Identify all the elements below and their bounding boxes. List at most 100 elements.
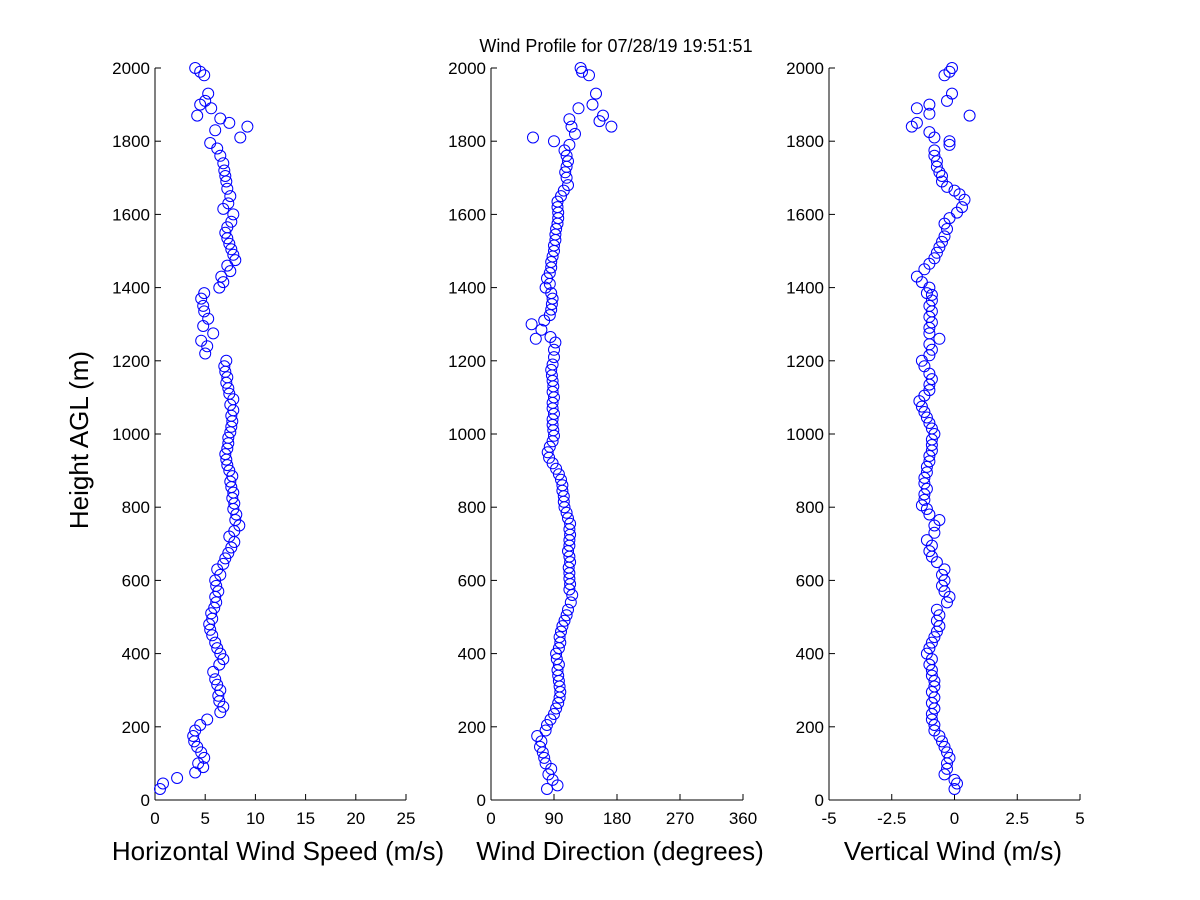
vertical-data-point <box>936 235 948 248</box>
vertical-data-point <box>925 422 938 435</box>
speed-data-point <box>225 215 238 228</box>
direction-y-tick-label: 800 <box>458 498 486 517</box>
vertical-y-tick-label: 1800 <box>786 132 824 151</box>
vertical-data-point <box>948 184 961 197</box>
speed-x-tick-label: 0 <box>150 809 159 828</box>
vertical-data-point <box>920 534 933 547</box>
speed-data-point <box>229 254 242 267</box>
vertical-data-point <box>928 719 941 731</box>
direction-data-point <box>572 102 585 115</box>
vertical-x-tick-label: 2.5 <box>1005 809 1029 828</box>
speed-data-point <box>187 730 200 742</box>
direction-data-point <box>534 740 546 753</box>
vertical-x-tick-label: 0 <box>950 809 959 828</box>
vertical-y-tick-label: 200 <box>796 718 824 737</box>
vertical-data-point <box>946 87 958 100</box>
direction-data-point <box>552 468 565 481</box>
direction-data-point <box>525 318 538 331</box>
speed-data-point <box>214 568 227 581</box>
speed-data-point <box>223 387 236 400</box>
speed-data-point <box>210 579 223 592</box>
direction-data-point <box>542 768 555 781</box>
vertical-data-point <box>923 450 936 462</box>
vertical-data-point <box>923 107 936 120</box>
direction-data-point <box>548 708 560 720</box>
speed-data-point <box>209 124 222 137</box>
vertical-y-tick-label: 600 <box>796 571 824 590</box>
vertical-data-point <box>928 428 941 440</box>
direction-data-point <box>564 517 577 530</box>
speed-data-point <box>206 629 219 642</box>
direction-data-point <box>548 343 560 356</box>
vertical-data-point <box>918 477 931 490</box>
speed-data-point <box>214 112 227 125</box>
vertical-data-point <box>930 160 943 173</box>
direction-x-tick-label: 180 <box>603 809 631 828</box>
direction-x-tick-label: 0 <box>486 809 495 828</box>
direction-data-point <box>551 201 564 214</box>
vertical-data-point <box>928 149 941 162</box>
direction-data-point <box>559 166 572 179</box>
direction-data-point <box>531 730 544 742</box>
vertical-y-tick-label: 1000 <box>786 425 824 444</box>
vertical-data-point <box>910 116 923 129</box>
direction-data-point <box>545 256 558 268</box>
vertical-data-point <box>948 773 961 786</box>
speed-data-point <box>224 190 237 203</box>
vertical-data-point <box>923 508 936 521</box>
vertical-data-point <box>946 62 958 74</box>
vertical-data-point <box>923 384 936 397</box>
vertical-data-point <box>941 746 953 759</box>
vertical-x-tick-label: 5 <box>1075 809 1084 828</box>
speed-data-point <box>217 557 230 570</box>
vertical-data-point <box>943 135 956 148</box>
vertical-data-point <box>938 230 951 243</box>
vertical-data-point <box>936 568 948 581</box>
direction-data-point <box>541 272 553 285</box>
direction-data-point <box>586 98 599 111</box>
direction-data-point <box>569 127 581 140</box>
speed-x-tick-label: 10 <box>246 809 265 828</box>
speed-data-point <box>214 647 227 660</box>
direction-data-point <box>543 440 556 453</box>
direction-data-point <box>562 179 574 192</box>
speed-data-point <box>171 772 184 784</box>
direction-data-point <box>535 323 548 336</box>
direction-data-point <box>541 783 553 795</box>
speed-data-point <box>195 334 208 347</box>
speed-data-point <box>226 470 239 483</box>
direction-data-point <box>563 113 576 126</box>
vertical-data-point <box>910 270 923 283</box>
vertical-data-point <box>923 98 936 111</box>
speed-data-point <box>221 371 234 384</box>
speed-data-point <box>225 243 238 256</box>
vertical-data-point <box>923 642 936 655</box>
speed-data-point <box>223 464 236 477</box>
speed-data-point <box>198 69 211 82</box>
vertical-data-point <box>963 109 976 122</box>
vertical-x-tick-label: -5 <box>821 809 836 828</box>
speed-y-tick-label: 200 <box>122 718 150 737</box>
vertical-data-point <box>936 175 948 188</box>
direction-data-point <box>562 155 574 168</box>
direction-data-point <box>553 631 566 644</box>
direction-data-point <box>562 512 574 525</box>
vertical-data-point <box>930 246 943 259</box>
direction-data-point <box>560 149 573 162</box>
speed-data-point <box>217 653 230 666</box>
vertical-data-point <box>918 493 931 506</box>
speed-data-point <box>227 208 240 221</box>
vertical-data-point <box>920 647 933 660</box>
vertical-data-point <box>938 740 951 753</box>
vertical-data-point <box>928 724 941 737</box>
speed-data-point <box>218 360 231 373</box>
vertical-data-point <box>923 417 936 429</box>
speed-data-point <box>189 62 202 74</box>
speed-data-point <box>201 713 214 726</box>
direction-x-tick-label: 90 <box>545 809 564 828</box>
vertical-data-point <box>920 411 933 424</box>
vertical-y-tick-label: 400 <box>796 645 824 664</box>
direction-data-point <box>560 609 573 622</box>
vertical-data-point <box>925 373 938 386</box>
